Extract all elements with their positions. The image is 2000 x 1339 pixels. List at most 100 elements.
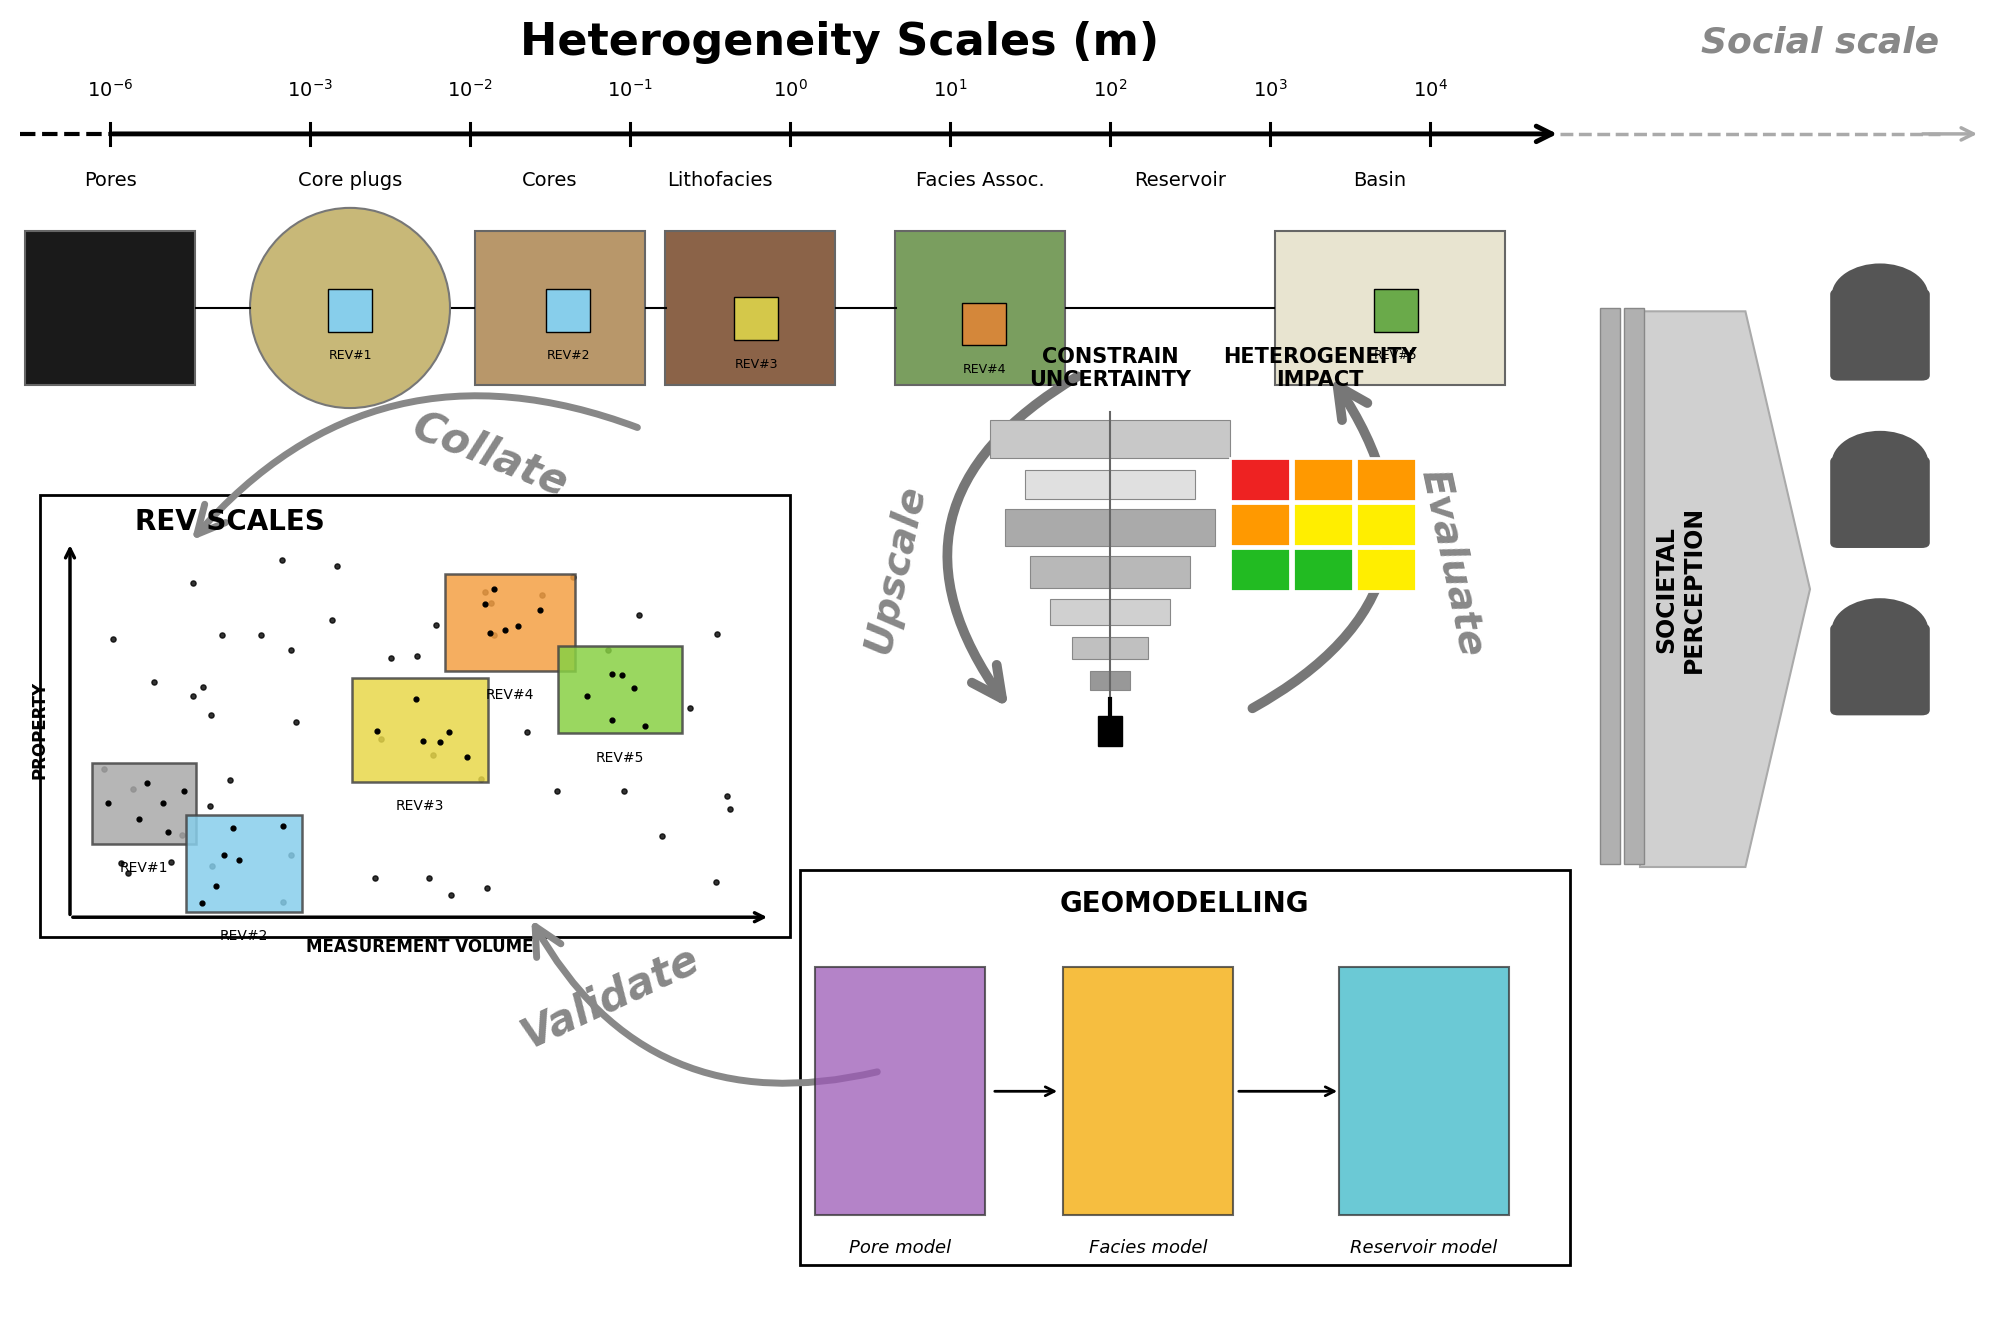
FancyBboxPatch shape [476, 230, 644, 386]
FancyBboxPatch shape [1356, 503, 1416, 546]
FancyBboxPatch shape [1050, 599, 1170, 625]
Point [714, 798, 746, 819]
FancyBboxPatch shape [1830, 289, 1930, 380]
Point [470, 581, 502, 603]
FancyBboxPatch shape [40, 495, 790, 937]
Text: Cores: Cores [522, 171, 578, 190]
Point [274, 844, 306, 865]
Point [138, 671, 170, 692]
Point [700, 870, 732, 892]
Point [146, 793, 178, 814]
Point [364, 728, 396, 750]
Text: 10$^{1}$: 10$^{1}$ [932, 79, 968, 100]
Text: 10$^{-2}$: 10$^{-2}$ [448, 79, 492, 100]
FancyBboxPatch shape [1072, 637, 1148, 659]
Ellipse shape [250, 208, 450, 408]
FancyBboxPatch shape [1230, 503, 1290, 546]
Circle shape [1832, 599, 1928, 663]
Text: Collate: Collate [406, 406, 574, 505]
Text: Heterogeneity Scales (m): Heterogeneity Scales (m) [520, 21, 1160, 64]
Point [268, 815, 300, 837]
Circle shape [1832, 431, 1928, 495]
Point [112, 862, 144, 884]
Point [360, 868, 392, 889]
FancyBboxPatch shape [1230, 458, 1290, 501]
Point [400, 688, 432, 710]
Polygon shape [1640, 311, 1810, 868]
FancyBboxPatch shape [896, 230, 1064, 386]
Text: 10$^{0}$: 10$^{0}$ [772, 79, 808, 100]
Point [406, 731, 438, 753]
Text: 10$^{-6}$: 10$^{-6}$ [86, 79, 134, 100]
FancyBboxPatch shape [1624, 308, 1644, 864]
Text: Core plugs: Core plugs [298, 171, 402, 190]
Point [478, 578, 510, 600]
Point [592, 639, 624, 660]
Point [208, 845, 240, 866]
Point [152, 821, 184, 842]
FancyBboxPatch shape [1026, 470, 1196, 499]
Point [524, 599, 556, 620]
Text: Pores: Pores [84, 171, 136, 190]
FancyBboxPatch shape [92, 763, 196, 844]
Text: Social scale: Social scale [1700, 25, 1940, 60]
FancyBboxPatch shape [1292, 458, 1352, 501]
FancyBboxPatch shape [444, 574, 576, 671]
FancyBboxPatch shape [990, 420, 1230, 458]
FancyBboxPatch shape [1340, 967, 1510, 1216]
Point [478, 624, 510, 645]
FancyBboxPatch shape [1276, 230, 1506, 386]
FancyBboxPatch shape [1356, 548, 1416, 590]
Point [280, 711, 312, 732]
Point [214, 769, 246, 790]
Text: Basin: Basin [1354, 171, 1406, 190]
Point [376, 647, 408, 668]
FancyBboxPatch shape [1090, 671, 1130, 690]
Text: SOCIETAL
PERCEPTION: SOCIETAL PERCEPTION [1654, 506, 1706, 672]
FancyBboxPatch shape [734, 297, 778, 340]
Text: Reservoir model: Reservoir model [1350, 1240, 1498, 1257]
Text: REV#1: REV#1 [328, 349, 372, 363]
Text: 10$^{2}$: 10$^{2}$ [1092, 79, 1128, 100]
Point [646, 825, 678, 846]
Point [122, 809, 154, 830]
Point [542, 779, 574, 801]
Point [596, 663, 628, 684]
Point [434, 722, 466, 743]
Point [570, 686, 602, 707]
Text: Evaluate: Evaluate [1414, 466, 1490, 659]
FancyBboxPatch shape [962, 303, 1006, 345]
Point [502, 616, 534, 637]
Point [194, 795, 226, 817]
Text: 10$^{-3}$: 10$^{-3}$ [288, 79, 332, 100]
Point [196, 856, 228, 877]
Text: REV#1: REV#1 [120, 861, 168, 874]
FancyBboxPatch shape [1064, 967, 1232, 1216]
Point [470, 593, 502, 615]
Circle shape [1832, 264, 1928, 328]
Point [512, 722, 544, 743]
FancyBboxPatch shape [1230, 548, 1290, 590]
Point [558, 566, 590, 588]
Text: Pore model: Pore model [848, 1240, 952, 1257]
Point [474, 623, 506, 644]
Point [452, 746, 484, 767]
Text: HETEROGENEITY
IMPACT: HETEROGENEITY IMPACT [1224, 347, 1416, 390]
Point [166, 823, 198, 845]
Point [618, 678, 650, 699]
Point [630, 715, 662, 736]
Point [608, 779, 640, 801]
Point [196, 704, 228, 726]
FancyBboxPatch shape [1830, 624, 1930, 715]
Point [96, 628, 128, 649]
Text: Facies Assoc.: Facies Assoc. [916, 171, 1044, 190]
Text: CONSTRAIN
UNCERTAINTY: CONSTRAIN UNCERTAINTY [1028, 347, 1192, 390]
Point [424, 731, 456, 753]
Point [266, 892, 298, 913]
Point [400, 645, 432, 667]
Text: REV#3: REV#3 [734, 358, 778, 371]
Point [224, 849, 256, 870]
Point [104, 853, 136, 874]
FancyBboxPatch shape [186, 815, 302, 912]
FancyBboxPatch shape [816, 967, 986, 1216]
